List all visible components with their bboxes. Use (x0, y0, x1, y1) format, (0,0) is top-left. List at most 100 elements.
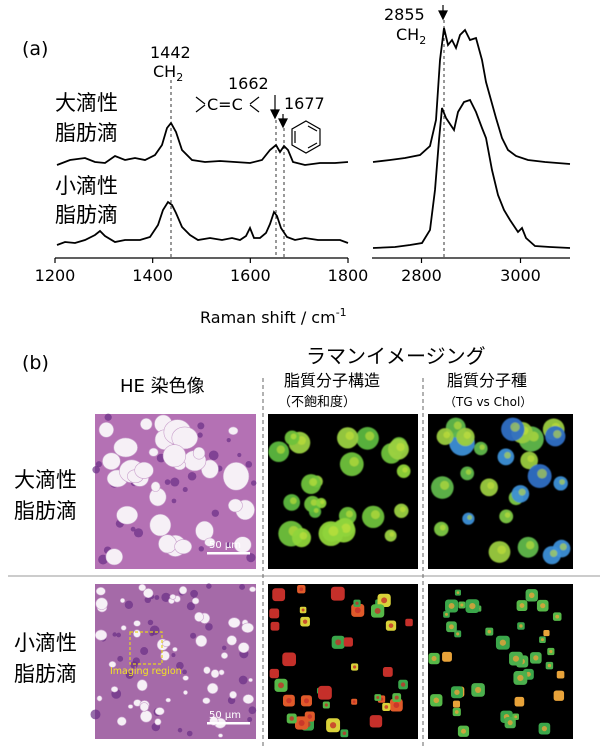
nucleus (197, 432, 203, 438)
raman-droplet-highlight (479, 444, 485, 450)
nucleus (190, 589, 198, 598)
raman-species-small (428, 584, 573, 739)
imaging-region-label: Imaging region (110, 666, 182, 677)
nucleus (132, 657, 140, 665)
raman-droplet-highlight (365, 431, 375, 441)
he-title: HE 染色像 (120, 376, 205, 397)
raman-droplet-core (499, 639, 506, 646)
nucleus (197, 422, 205, 430)
x-ticks-right: 2800 3000 (401, 258, 541, 285)
raman-droplet-core (541, 726, 548, 732)
nucleus (177, 727, 183, 733)
raman-droplet-core (407, 620, 411, 625)
lipid-droplet (226, 635, 237, 646)
image-row-label-large-2: 脂肪滴 (14, 499, 77, 523)
image-row-label-small-1: 小滴性 (14, 631, 77, 655)
raman-droplet-highlight (504, 512, 511, 518)
raman-droplet-core (303, 698, 309, 704)
raman-droplet-core (431, 656, 437, 662)
alkene-structure-icon (195, 96, 260, 113)
lipid-droplet (154, 718, 162, 726)
lipid-droplet (210, 669, 220, 679)
image-row-label-large-1: 大滴性 (14, 468, 77, 492)
raman-droplet-core (545, 631, 548, 635)
nucleus (186, 730, 193, 737)
raman-droplet-highlight (389, 532, 395, 537)
raman-droplet-highlight (487, 482, 495, 490)
lipid-droplet (133, 620, 141, 627)
lipid-droplet (174, 539, 193, 555)
raman-droplet-core (354, 607, 361, 614)
raman-droplet-core (384, 705, 389, 709)
lipid-droplet (218, 733, 223, 738)
raman-droplet-core (334, 590, 341, 597)
lipid-droplet (138, 583, 147, 592)
raman-droplet-core (507, 720, 513, 726)
nucleus (171, 498, 177, 504)
raman-droplet-core (533, 655, 539, 661)
col3-subtitle: （TG vs Chol） (444, 395, 532, 409)
lipid-droplet (194, 611, 204, 622)
nucleus (237, 452, 242, 458)
x-ticks-left: 1200 1400 1600 1800 (35, 258, 369, 285)
lipid-droplet (203, 666, 211, 675)
lipid-droplet (148, 447, 159, 457)
raman-droplet-highlight (440, 480, 450, 490)
nucleus (170, 477, 180, 487)
nucleus (205, 623, 213, 631)
spectrum-label-large-1: 大滴性 (55, 91, 118, 115)
nucleus (92, 466, 100, 474)
raman-droplet-core (487, 629, 492, 634)
raman-droplet-highlight (345, 510, 353, 518)
lipid-droplet (116, 505, 139, 525)
lipid-droplet (195, 520, 214, 541)
nucleus (186, 602, 195, 611)
col2-subtitle: （不飽和度） (278, 394, 356, 410)
raman-droplet-highlight (290, 433, 297, 440)
raman-droplet-highlight (497, 545, 507, 555)
raman-droplet-highlight (443, 431, 451, 439)
lipid-droplet (158, 534, 177, 554)
raman-droplet-core (329, 722, 337, 729)
nucleus (116, 632, 122, 638)
nucleus (140, 647, 149, 656)
nucleus (125, 670, 134, 679)
lipid-droplet (127, 704, 134, 709)
lipid-droplet (228, 498, 243, 513)
raman-droplet-highlight (299, 531, 308, 540)
raman-droplet-core (519, 603, 525, 609)
raman-droplet-core (547, 663, 552, 668)
raman-droplet-highlight (399, 506, 406, 513)
x-tick-label-1800: 1800 (328, 266, 369, 285)
lipid-droplet (108, 661, 117, 668)
lipid-droplet (249, 586, 257, 593)
lipid-droplet (229, 690, 237, 699)
raman-droplet-highlight (518, 488, 526, 496)
raman-droplet-core (456, 591, 460, 594)
raman-droplet-highlight (328, 526, 339, 537)
lipid-droplet (150, 481, 161, 492)
alkene-label: C=C (207, 95, 243, 114)
peak-2855-ch2: CH2 (396, 25, 426, 47)
raman-droplet-highlight (320, 499, 325, 505)
he-image-large: 50 μm (92, 413, 257, 569)
raman-droplet-core (454, 689, 460, 695)
raman-droplet-highlight (396, 442, 405, 452)
raman-droplet-core (460, 603, 464, 607)
lipid-droplet (98, 422, 114, 438)
nucleus (221, 645, 227, 651)
x-tick-label-3000: 3000 (500, 266, 541, 285)
raman-droplet-core (289, 716, 294, 721)
nucleus (190, 632, 197, 639)
raman-imaging-title: ラマンイメージング (306, 344, 486, 368)
nucleus (133, 528, 144, 538)
raman-droplet-core (275, 591, 282, 598)
raman-droplet-highlight (463, 431, 471, 439)
lipid-droplet (139, 702, 149, 712)
lipid-droplet (172, 646, 178, 652)
nucleus (117, 655, 124, 662)
raman-droplet-core (394, 695, 399, 700)
x-tick-label-1200: 1200 (35, 266, 76, 285)
peak-1662-arrow (270, 95, 280, 120)
raman-droplet-highlight (559, 479, 565, 485)
